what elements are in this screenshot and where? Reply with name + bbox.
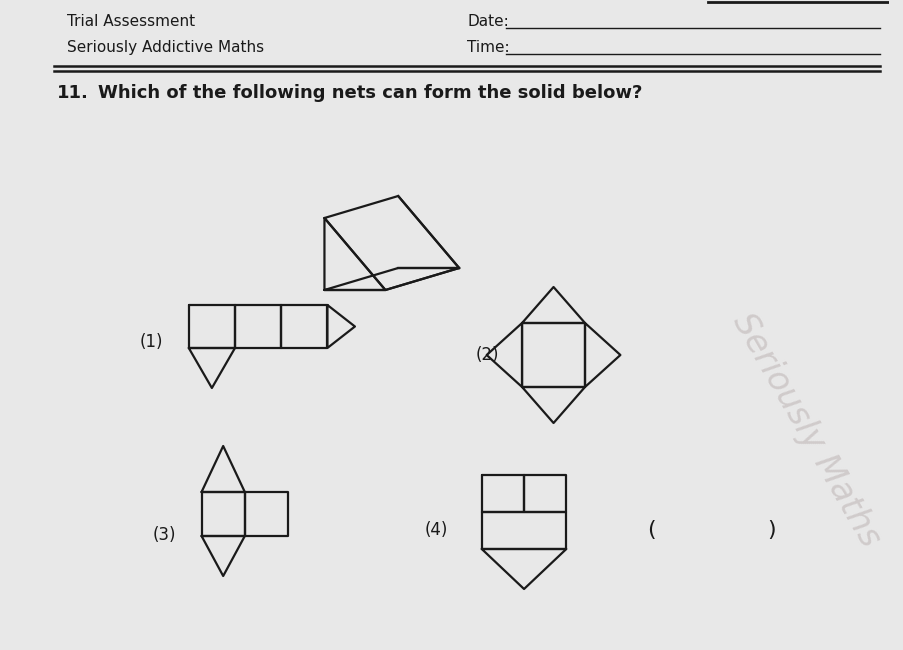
- Text: Time:: Time:: [467, 40, 509, 55]
- Text: (: (: [647, 520, 655, 540]
- Text: (2): (2): [475, 346, 498, 364]
- Text: Trial Assessment: Trial Assessment: [67, 14, 195, 29]
- Text: 11.: 11.: [57, 84, 88, 102]
- Text: (4): (4): [424, 521, 448, 539]
- Text: (3): (3): [153, 526, 176, 544]
- Text: ): ): [766, 520, 775, 540]
- Text: Seriously Addictive Maths: Seriously Addictive Maths: [67, 40, 264, 55]
- Text: Seriously Maths: Seriously Maths: [725, 307, 886, 552]
- Text: Which of the following nets can form the solid below?: Which of the following nets can form the…: [98, 84, 642, 102]
- Text: Date:: Date:: [467, 14, 508, 29]
- Text: (1): (1): [139, 333, 163, 351]
